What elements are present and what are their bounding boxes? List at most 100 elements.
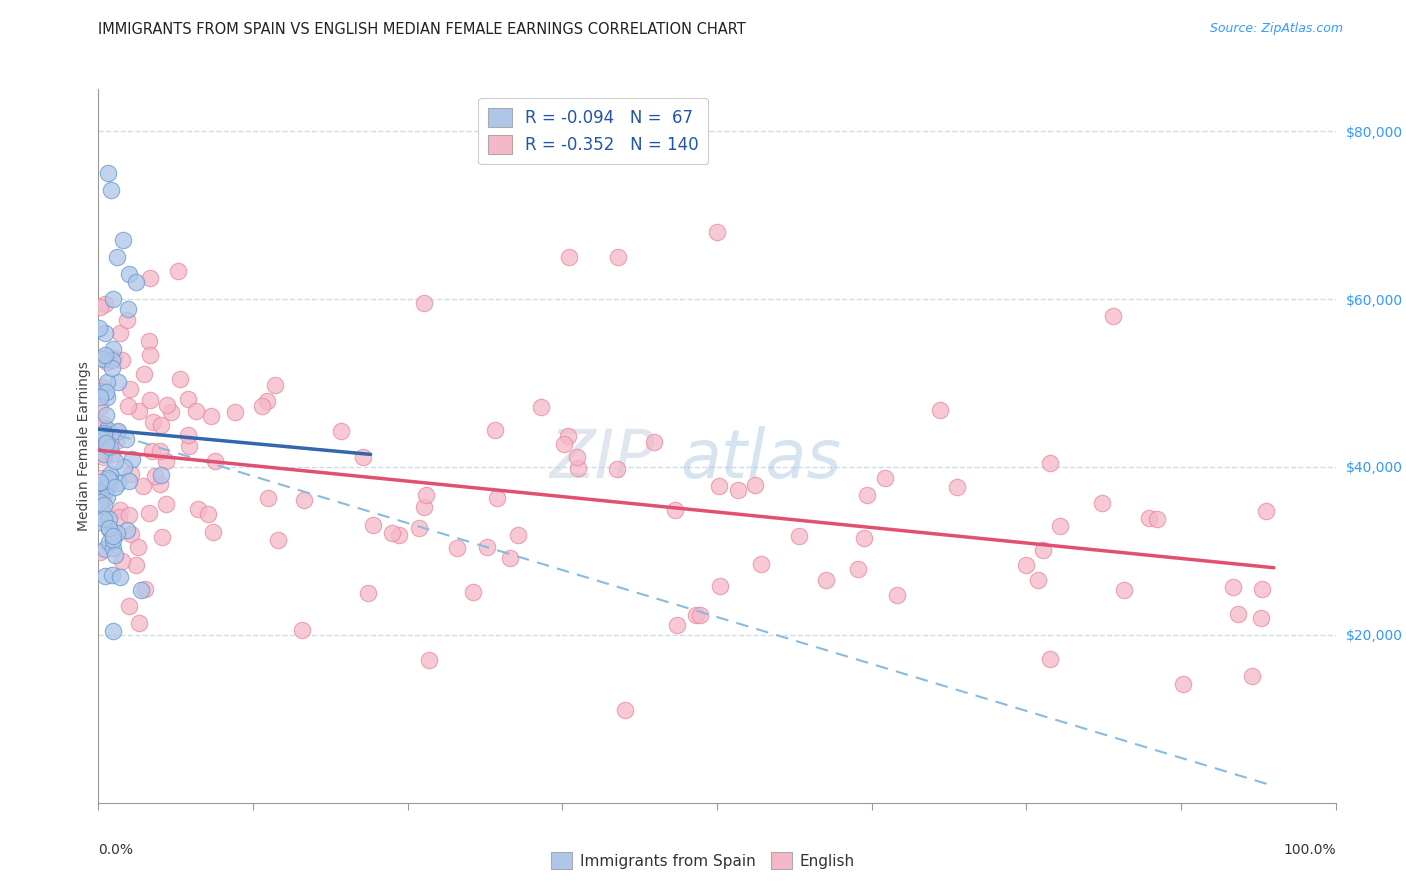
Point xyxy=(101,541,124,556)
Point xyxy=(412,295,434,310)
Point xyxy=(1032,543,1054,558)
Point xyxy=(125,558,148,572)
Point xyxy=(96,385,118,400)
Point xyxy=(93,425,115,440)
Point xyxy=(93,498,115,512)
Point xyxy=(93,348,115,362)
Point xyxy=(98,441,121,455)
Point xyxy=(1039,652,1062,666)
Point xyxy=(408,521,430,535)
Point xyxy=(104,480,127,494)
Text: IMMIGRANTS FROM SPAIN VS ENGLISH MEDIAN FEMALE EARNINGS CORRELATION CHART: IMMIGRANTS FROM SPAIN VS ENGLISH MEDIAN … xyxy=(98,22,747,37)
Point xyxy=(93,427,115,442)
Point xyxy=(120,382,142,396)
Point xyxy=(97,471,120,485)
Point xyxy=(104,454,127,468)
Point xyxy=(90,384,112,398)
Point xyxy=(128,404,150,418)
Point xyxy=(387,528,409,542)
Point xyxy=(97,535,120,549)
Point xyxy=(98,473,121,487)
Point xyxy=(117,313,139,327)
Point xyxy=(108,503,131,517)
Point xyxy=(557,429,579,443)
Point xyxy=(606,462,628,476)
Point xyxy=(498,551,520,566)
Point xyxy=(727,483,749,497)
Point xyxy=(101,353,124,368)
Point xyxy=(143,469,166,483)
Point xyxy=(89,475,111,490)
Point xyxy=(329,424,352,438)
Point xyxy=(89,545,111,559)
Point xyxy=(256,394,278,409)
Point xyxy=(90,420,112,434)
Point xyxy=(98,467,121,481)
Point xyxy=(928,403,950,417)
Point xyxy=(201,524,224,539)
Point xyxy=(155,454,177,468)
Point xyxy=(565,450,588,464)
Point xyxy=(91,488,114,502)
Point xyxy=(112,233,135,247)
Point xyxy=(179,439,201,453)
Point xyxy=(131,478,153,492)
Point xyxy=(108,570,131,584)
Point xyxy=(89,497,111,511)
Point xyxy=(250,399,273,413)
Point xyxy=(111,353,134,368)
Point xyxy=(855,488,877,502)
Point xyxy=(91,502,114,516)
Point xyxy=(94,297,117,311)
Point xyxy=(357,585,380,599)
Point xyxy=(475,540,498,554)
Point xyxy=(100,568,122,582)
Point xyxy=(1254,504,1277,518)
Point xyxy=(607,250,630,264)
Point xyxy=(184,404,207,418)
Point xyxy=(115,523,138,537)
Point xyxy=(117,301,139,316)
Point xyxy=(139,271,162,285)
Point xyxy=(197,507,219,521)
Point xyxy=(484,423,506,437)
Point xyxy=(105,250,128,264)
Point xyxy=(689,608,711,623)
Point xyxy=(267,533,290,548)
Point xyxy=(96,422,118,436)
Point xyxy=(96,390,118,404)
Point xyxy=(1250,611,1272,625)
Point xyxy=(91,445,114,459)
Point xyxy=(112,460,135,475)
Point xyxy=(150,468,173,483)
Legend: R = -0.094   N =  67, R = -0.352   N = 140: R = -0.094 N = 67, R = -0.352 N = 140 xyxy=(478,97,709,164)
Point xyxy=(1222,580,1244,594)
Point xyxy=(177,392,200,406)
Point xyxy=(118,475,141,489)
Point xyxy=(946,481,969,495)
Point xyxy=(91,417,114,432)
Point xyxy=(1146,512,1168,526)
Point xyxy=(557,250,579,264)
Point xyxy=(1171,677,1194,691)
Point xyxy=(160,405,183,419)
Point xyxy=(134,367,156,381)
Point xyxy=(101,447,124,461)
Point xyxy=(142,415,165,429)
Point xyxy=(463,585,485,599)
Point xyxy=(127,540,149,554)
Point xyxy=(1026,573,1049,587)
Point xyxy=(94,568,117,582)
Point xyxy=(530,401,553,415)
Point xyxy=(94,409,117,423)
Point xyxy=(107,525,129,540)
Point xyxy=(685,607,707,622)
Point xyxy=(94,478,117,492)
Point xyxy=(107,476,129,491)
Point xyxy=(787,528,810,542)
Point xyxy=(1015,558,1038,573)
Point xyxy=(292,492,315,507)
Point xyxy=(120,467,142,481)
Point xyxy=(96,438,118,452)
Point xyxy=(93,542,115,557)
